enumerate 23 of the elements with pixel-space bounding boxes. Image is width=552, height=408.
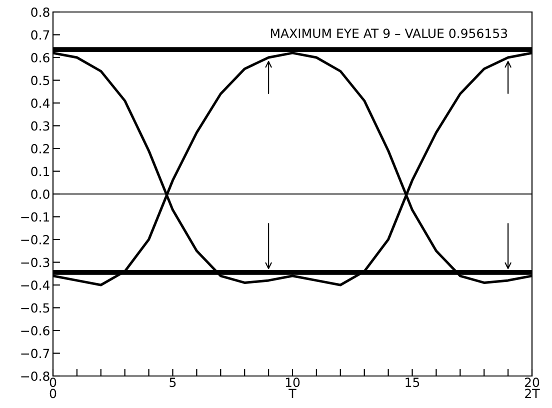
y-tick-label: 0.6 [31,52,50,62]
y-tick-label: −0.6 [21,326,50,336]
y-tick-label: 0.1 [31,166,50,176]
y-tick-label: 0.5 [31,76,50,86]
x-tick-label: 0 0 [50,378,56,398]
y-tick-label: 0.3 [31,121,50,131]
x-tick-label: 15 [406,378,420,388]
y-tick-label: 0.8 [31,7,50,17]
annotation: MAXIMUM EYE AT 9 – VALUE 0.956153 [270,28,508,38]
x-tick-label: 10 T [286,378,300,398]
x-tick-label: 20 2T [524,378,540,398]
y-tick-label: −0.2 [21,234,49,244]
y-tick-label: 0.4 [31,98,50,108]
y-tick-label: −0.3 [21,258,50,268]
y-tick-label: −0.7 [21,348,50,358]
x-tick-label: 5 [170,378,176,388]
y-tick-label: 0.2 [31,144,49,154]
y-tick-label: 0.0 [31,189,50,199]
y-tick-label: −0.5 [21,303,50,313]
y-tick-label: −0.4 [21,280,50,290]
y-tick-label: −0.1 [21,212,50,222]
y-tick-label: −0.8 [21,371,50,381]
y-tick-label: 0.7 [31,30,50,40]
